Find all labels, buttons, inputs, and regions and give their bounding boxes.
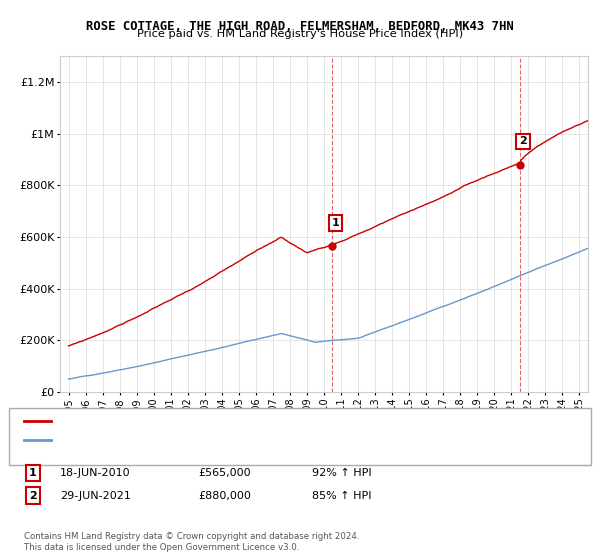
Text: Contains HM Land Registry data © Crown copyright and database right 2024.
This d: Contains HM Land Registry data © Crown c… xyxy=(24,532,359,552)
Text: Price paid vs. HM Land Registry's House Price Index (HPI): Price paid vs. HM Land Registry's House … xyxy=(137,29,463,39)
Text: 85% ↑ HPI: 85% ↑ HPI xyxy=(312,491,371,501)
Text: ROSE COTTAGE, THE HIGH ROAD, FELMERSHAM, BEDFORD, MK43 7HN: ROSE COTTAGE, THE HIGH ROAD, FELMERSHAM,… xyxy=(86,20,514,32)
Text: 1: 1 xyxy=(29,468,37,478)
Text: £880,000: £880,000 xyxy=(198,491,251,501)
Text: 2: 2 xyxy=(29,491,37,501)
Text: 1: 1 xyxy=(331,218,339,228)
Text: 29-JUN-2021: 29-JUN-2021 xyxy=(60,491,131,501)
Text: 18-JUN-2010: 18-JUN-2010 xyxy=(60,468,131,478)
Text: 92% ↑ HPI: 92% ↑ HPI xyxy=(312,468,371,478)
Text: ROSE COTTAGE, THE HIGH ROAD, FELMERSHAM, BEDFORD, MK43 7HN (detached house): ROSE COTTAGE, THE HIGH ROAD, FELMERSHAM,… xyxy=(54,416,497,426)
Text: £565,000: £565,000 xyxy=(198,468,251,478)
Text: HPI: Average price, detached house, Bedford: HPI: Average price, detached house, Bedf… xyxy=(54,435,278,445)
Text: 2: 2 xyxy=(519,137,527,147)
